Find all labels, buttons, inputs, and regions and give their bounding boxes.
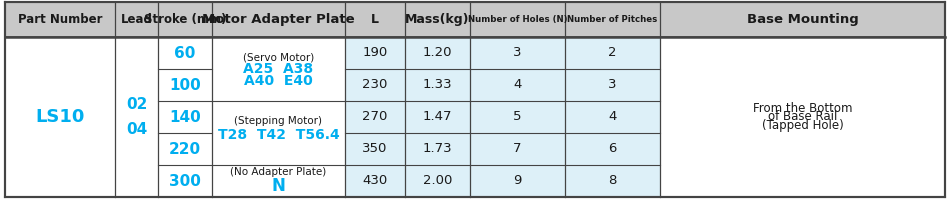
Text: 8: 8	[608, 174, 617, 188]
Text: Lead: Lead	[121, 13, 152, 26]
Text: A40  E40: A40 E40	[244, 74, 313, 88]
Text: Mass(kg): Mass(kg)	[406, 13, 469, 26]
Text: 4: 4	[608, 110, 617, 123]
Text: From the Bottom: From the Bottom	[752, 102, 852, 116]
Bar	[5, 2, 945, 37]
Text: 350: 350	[362, 142, 388, 156]
Bar	[5, 37, 345, 197]
Text: (Stepping Motor): (Stepping Motor)	[235, 116, 322, 126]
Text: 190: 190	[362, 46, 388, 60]
Text: 220: 220	[169, 142, 201, 156]
Text: 7: 7	[513, 142, 522, 156]
Text: Base Mounting: Base Mounting	[747, 13, 859, 26]
Text: 230: 230	[362, 78, 388, 92]
Text: 5: 5	[513, 110, 522, 123]
Text: Number of Holes (N): Number of Holes (N)	[467, 15, 567, 24]
Text: 140: 140	[169, 110, 200, 124]
Text: Part Number: Part Number	[18, 13, 103, 26]
Text: 270: 270	[362, 110, 388, 123]
Text: 3: 3	[608, 78, 617, 92]
Text: LS10: LS10	[35, 108, 85, 126]
Text: 2: 2	[608, 46, 617, 60]
Text: 6: 6	[608, 142, 617, 156]
Text: 1.20: 1.20	[423, 46, 452, 60]
Text: of Base Rail: of Base Rail	[768, 110, 837, 123]
Text: 2.00: 2.00	[423, 174, 452, 188]
Text: 100: 100	[169, 77, 200, 92]
Text: 4: 4	[513, 78, 522, 92]
Text: (Tapped Hole): (Tapped Hole)	[762, 118, 844, 132]
Text: 1.73: 1.73	[423, 142, 452, 156]
Text: 1.47: 1.47	[423, 110, 452, 123]
Text: N: N	[272, 177, 285, 195]
Bar	[345, 37, 945, 197]
Text: Number of Pitches: Number of Pitches	[567, 15, 657, 24]
Text: L: L	[371, 13, 379, 26]
Text: T28  T42  T56.4: T28 T42 T56.4	[218, 128, 339, 142]
Text: A25  A38: A25 A38	[243, 62, 314, 76]
Text: Motor Adapter Plate: Motor Adapter Plate	[202, 13, 354, 26]
Text: (Servo Motor): (Servo Motor)	[243, 52, 314, 62]
Text: 430: 430	[362, 174, 388, 188]
Text: 3: 3	[513, 46, 522, 60]
Bar	[660, 37, 945, 197]
Text: 9: 9	[513, 174, 522, 188]
Text: 1.33: 1.33	[423, 78, 452, 92]
Text: (No Adapter Plate): (No Adapter Plate)	[230, 167, 327, 177]
Text: 60: 60	[174, 46, 196, 60]
Text: 02
04: 02 04	[125, 97, 147, 137]
Text: 300: 300	[169, 173, 201, 188]
Text: Stroke (mm): Stroke (mm)	[143, 13, 226, 26]
